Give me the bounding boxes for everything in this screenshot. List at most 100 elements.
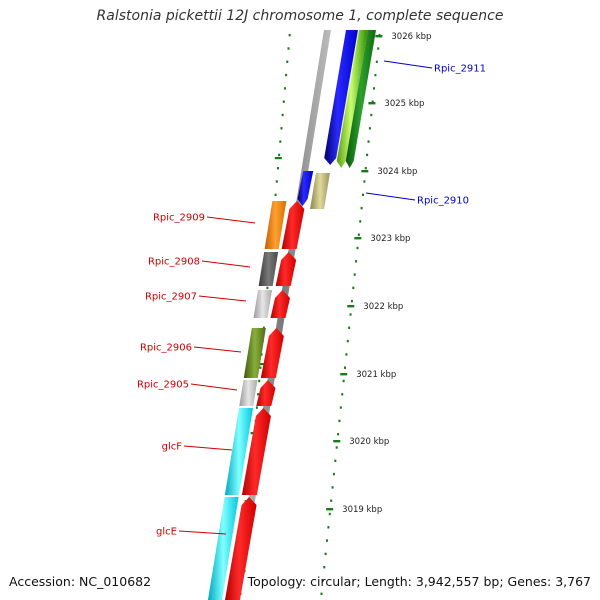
gene-arrow-glcf[interactable] xyxy=(241,408,271,495)
scale-tick-mark xyxy=(340,373,348,376)
ruler-dot xyxy=(356,246,359,250)
ruler-dot xyxy=(331,486,334,489)
ruler-dot xyxy=(278,153,281,157)
leader-line-rpic-2906 xyxy=(193,346,242,353)
ruler-dot xyxy=(357,233,360,236)
ruler-dot xyxy=(368,127,371,130)
gene-arrow-rpic-2906[interactable] xyxy=(260,328,284,378)
gene-label-rpic-2910[interactable]: Rpic_2910 xyxy=(417,196,469,207)
ruler-dot xyxy=(349,313,352,316)
scale-tick-label: 3022 kbp xyxy=(363,302,403,312)
ruler-dot xyxy=(288,34,291,37)
ruler-dot xyxy=(342,379,345,383)
ruler-dot xyxy=(287,47,290,50)
ruler-dot xyxy=(355,260,358,263)
leader-line-glce xyxy=(178,530,227,535)
ruler-dot xyxy=(374,73,377,77)
gene-label-glce[interactable]: glcE xyxy=(156,527,177,538)
gene-arrow-blue-2[interactable] xyxy=(297,171,314,206)
ruler-dash xyxy=(274,157,282,160)
ruler-dot xyxy=(262,326,265,329)
ruler-dot xyxy=(258,379,261,383)
ruler-dot xyxy=(371,100,374,103)
gene-cog-rpic-2907[interactable] xyxy=(253,290,273,318)
scale-tick-mark xyxy=(368,102,376,105)
ruler-dot xyxy=(328,512,331,516)
scale-tick-mark xyxy=(375,35,383,38)
ruler-dot xyxy=(280,127,283,130)
ruler-dot xyxy=(370,113,373,117)
ruler-dot xyxy=(274,193,277,196)
scale-tick-mark xyxy=(361,170,369,173)
ruler-dot xyxy=(275,180,278,183)
scale-tick-label: 3019 kbp xyxy=(342,505,382,515)
gene-cog-glcf[interactable] xyxy=(224,408,253,495)
gene-arrow-green[interactable] xyxy=(345,30,376,168)
ruler-dots-outer xyxy=(320,34,381,595)
gene-label-rpic-2909[interactable]: Rpic_2909 xyxy=(153,213,205,224)
map-title: Ralstonia pickettii 12J chromosome 1, co… xyxy=(96,8,504,24)
gene-track xyxy=(207,30,376,600)
ruler-dot xyxy=(339,406,342,409)
scale-tick-mark xyxy=(354,237,362,240)
leader-line-rpic-2911 xyxy=(383,60,433,69)
ruler-dot xyxy=(255,406,258,409)
gene-arrow-rpic-2909[interactable] xyxy=(281,201,305,249)
gene-arrow-rpic-2905[interactable] xyxy=(256,380,276,406)
leader-line-rpic-2907 xyxy=(198,295,247,302)
leader-line-rpic-2905 xyxy=(190,383,238,391)
ruler-dot xyxy=(320,592,323,595)
ruler-dot xyxy=(364,167,367,170)
gene-block-rpic-2910[interactable] xyxy=(310,173,330,209)
ruler-dot xyxy=(285,73,288,77)
gene-cog-rpic-2909[interactable] xyxy=(264,201,287,249)
gene-label-rpic-2907[interactable]: Rpic_2907 xyxy=(145,292,197,303)
ruler-dot xyxy=(324,552,327,556)
ruler-dot xyxy=(353,273,356,276)
gene-arrow-glce[interactable] xyxy=(224,497,257,600)
scale-tick-mark xyxy=(333,440,341,443)
ruler-dot xyxy=(359,220,362,223)
ruler-dot xyxy=(367,140,370,143)
gene-arrow-rpic-2907[interactable] xyxy=(270,290,291,318)
gene-label-rpic-2911[interactable]: Rpic_2911 xyxy=(434,64,486,75)
leader-line-rpic-2909 xyxy=(206,216,256,224)
ruler-dot xyxy=(337,433,340,436)
gene-arrow-rpic-2908[interactable] xyxy=(275,252,297,286)
ruler-dot xyxy=(321,579,324,582)
gene-labels: Rpic_2911 Rpic_2910 Rpic_2909 Rpic_2908 Rpic… xyxy=(137,60,486,538)
ruler-dot xyxy=(361,193,364,196)
leader-line-rpic-2910 xyxy=(365,192,416,201)
ruler-dot xyxy=(332,472,335,476)
gene-cog-rpic-2908[interactable] xyxy=(258,252,279,286)
scale-tick-mark xyxy=(326,508,334,511)
gene-cog-rpic-2905[interactable] xyxy=(239,380,258,406)
topology-summary: Topology: circular; Length: 3,942,557 bp… xyxy=(247,574,591,589)
leader-line-glcf xyxy=(183,445,233,451)
gene-label-rpic-2908[interactable]: Rpic_2908 xyxy=(148,257,200,268)
ruler-dot xyxy=(266,286,269,290)
scale-tick-label: 3025 kbp xyxy=(384,99,424,109)
gene-label-rpic-2906[interactable]: Rpic_2906 xyxy=(140,343,192,354)
ruler-dot xyxy=(281,113,284,117)
gene-cog-glce[interactable] xyxy=(207,497,239,600)
ruler-dot xyxy=(327,526,330,529)
leader-line-rpic-2908 xyxy=(201,260,251,268)
gene-arrow-rpic-2911[interactable] xyxy=(336,30,368,168)
ruler-dot xyxy=(338,419,341,423)
gene-arrow-blue[interactable] xyxy=(324,30,358,165)
ruler-dot xyxy=(283,87,286,90)
ruler-dot xyxy=(350,300,353,303)
scale-tick-label: 3020 kbp xyxy=(349,437,389,447)
gene-cog-rpic-2906[interactable] xyxy=(243,328,266,378)
scale-tick-mark xyxy=(347,305,355,308)
ruler-dot xyxy=(373,87,376,90)
ruler-dot xyxy=(360,206,363,210)
scale-ticks: 3026 kbp 3025 kbp 3024 kbp 3023 kbp 3022 kbp… xyxy=(326,32,431,515)
gene-label-glcf[interactable]: glcF xyxy=(162,442,183,453)
gene-label-rpic-2905[interactable]: Rpic_2905 xyxy=(137,380,189,391)
ruler-dot xyxy=(334,459,337,462)
ruler-dot xyxy=(344,366,347,369)
ruler-dot xyxy=(346,339,349,343)
